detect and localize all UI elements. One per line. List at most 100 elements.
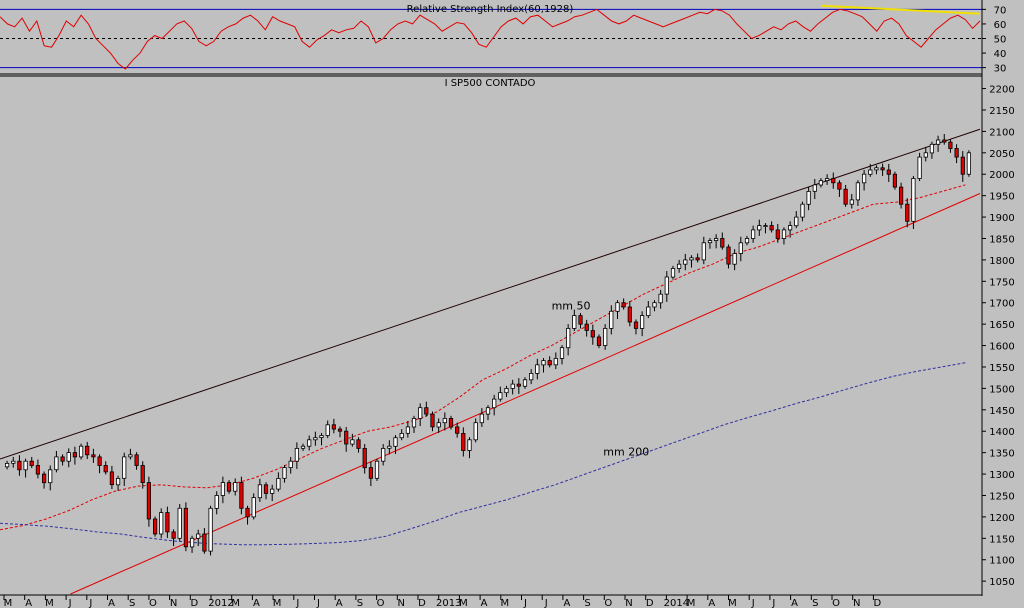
candlestick (522, 377, 528, 389)
candlestick (473, 418, 478, 443)
candlestick (732, 249, 737, 271)
price-panel-background (0, 76, 982, 594)
candlestick (103, 461, 108, 475)
candlestick (442, 412, 447, 431)
moving-averages-group (0, 184, 966, 546)
candlestick (880, 163, 885, 176)
candlestick (849, 193, 854, 209)
candlestick (97, 454, 102, 474)
candlestick (584, 319, 589, 337)
x-tick-label: J (523, 598, 527, 608)
rsi-panel: Relative Strength Index(60,1928) 30 40 50 6… (0, 4, 1006, 75)
candlestick (263, 482, 269, 500)
rsi-line (0, 8, 981, 70)
x-tick-label: S (129, 598, 135, 608)
price-tick-label: 2200 (989, 85, 1014, 96)
candlestick (245, 505, 250, 525)
x-tick-label: D (874, 598, 882, 608)
candlestick (633, 319, 639, 335)
rsi-tick-label: 40 (994, 49, 1007, 60)
price-tick-label: 1150 (989, 534, 1014, 545)
candlestick (134, 452, 139, 470)
candlestick (689, 255, 694, 268)
mm50-label: mm 50 (552, 300, 591, 313)
candlestick (498, 386, 503, 402)
candlestick (276, 472, 281, 492)
candlestick (288, 456, 293, 474)
rsi-title: Relative Strength Index(60,1928) (407, 4, 574, 15)
candlestick (270, 484, 275, 502)
price-chart-title: I SP500 CONTADO (445, 78, 536, 89)
candlestick (720, 232, 725, 250)
candlestick (430, 411, 435, 432)
candlestick (738, 236, 743, 262)
candlestick (294, 442, 300, 469)
x-tick-label: M (45, 598, 54, 608)
price-tick-label: 1100 (989, 556, 1014, 567)
candlestick (917, 152, 922, 182)
candlestick (695, 253, 700, 263)
candlestick (35, 459, 41, 479)
x-tick-label: M (459, 598, 468, 608)
candlestick (42, 471, 47, 489)
price-tick-label: 1450 (989, 406, 1014, 417)
x-tick-label: M (231, 598, 240, 608)
x-tick-label: N (853, 598, 860, 608)
candlestick (529, 369, 534, 385)
x-tick-label: S (812, 598, 818, 608)
candlestick (233, 478, 238, 496)
candlestick (381, 444, 386, 466)
candlestick (72, 446, 77, 465)
candlestick (936, 135, 941, 152)
rsi-trendline (821, 4, 981, 15)
candlestick (418, 403, 423, 427)
candlestick (54, 450, 59, 473)
candlestick (831, 172, 836, 189)
candlestick (282, 465, 287, 483)
candlestick (368, 461, 374, 487)
candlestick (60, 454, 65, 466)
candlestick (763, 223, 768, 234)
candlestick (652, 300, 657, 312)
candlestick (91, 448, 96, 463)
x-tick-label: N (625, 598, 632, 608)
candlestick (337, 426, 343, 438)
candlestick (171, 529, 176, 547)
candlestick (313, 431, 318, 446)
x-tick-label: A (108, 598, 115, 608)
x-tick-label: N (170, 598, 177, 608)
candlestick (448, 415, 454, 430)
candlestick (251, 493, 256, 520)
candlestick (905, 198, 910, 228)
candlestick (455, 422, 460, 438)
x-tick-label: J (88, 598, 92, 608)
candlestick (954, 144, 959, 164)
candlestick (553, 352, 558, 370)
candlestick (806, 187, 811, 211)
x-tick-label: O (832, 598, 840, 608)
price-tick-label: 1350 (989, 449, 1014, 460)
candlestick (923, 146, 928, 162)
candlestick (214, 491, 219, 515)
candlestick (331, 418, 337, 434)
x-tick-label: M (273, 598, 282, 608)
price-tick-label: 1850 (989, 234, 1014, 245)
candlestick (11, 456, 16, 468)
candlestick (239, 476, 244, 515)
axis-strip (982, 0, 1024, 608)
candlestick (683, 253, 688, 271)
rsi-tick-label: 60 (994, 20, 1007, 31)
price-tick-label: 1800 (989, 256, 1014, 267)
x-tick-label: M (687, 598, 696, 608)
annotations-group: mm 50 mm 200 (552, 300, 650, 459)
candlestick (892, 171, 898, 190)
x-tick-label: J (771, 598, 775, 608)
candlestick (800, 201, 805, 222)
candlestick (208, 505, 213, 556)
candlestick (116, 475, 121, 491)
candlestick (603, 324, 608, 350)
price-tick-label: 1300 (989, 470, 1014, 481)
candlestick (707, 238, 713, 249)
candlestick (177, 504, 182, 541)
price-tick-label: 1650 (989, 320, 1014, 331)
